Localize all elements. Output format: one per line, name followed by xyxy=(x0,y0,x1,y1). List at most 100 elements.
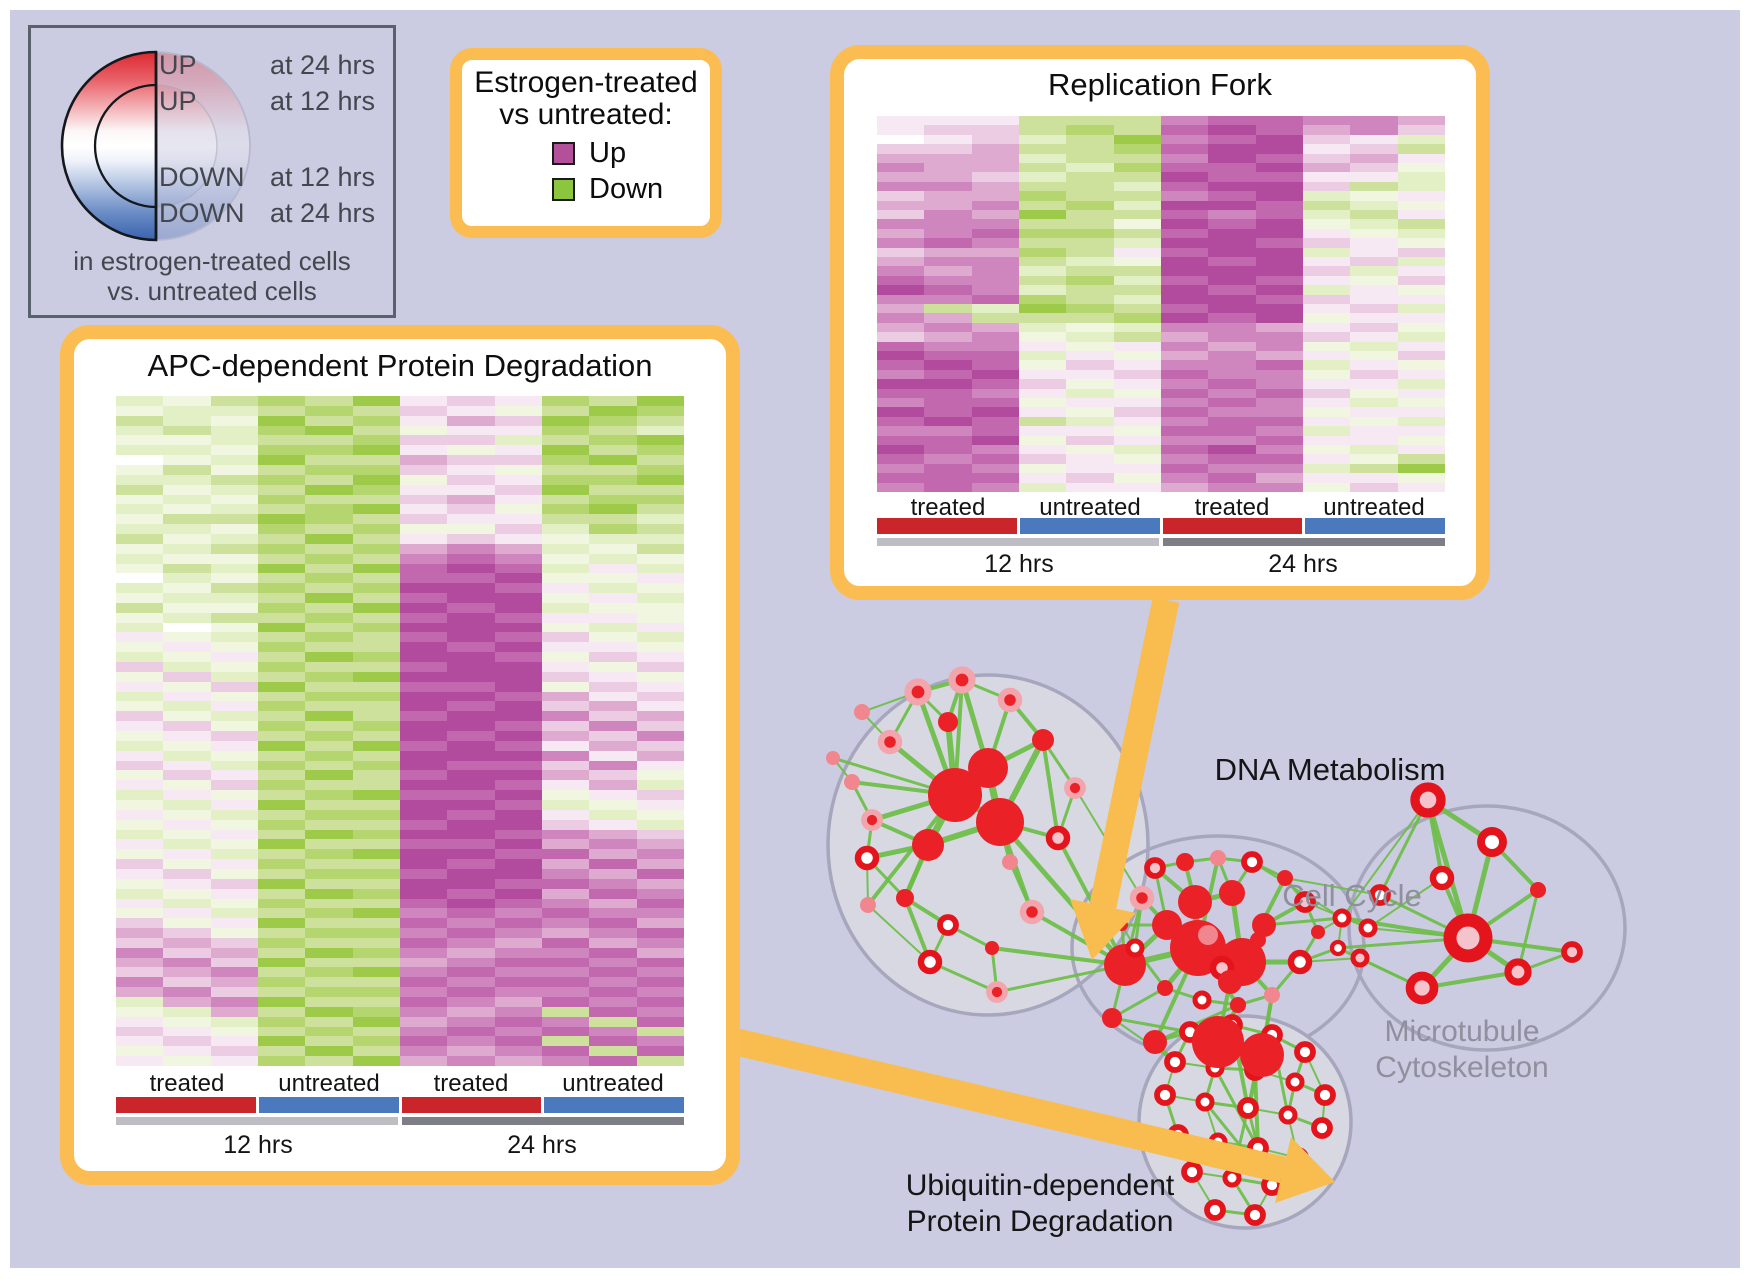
network-node-s xyxy=(1116,919,1128,931)
network-node-rp xyxy=(1144,857,1166,879)
legend-word: UP xyxy=(159,86,197,116)
network-node-s xyxy=(1152,910,1182,940)
network-node-ps xyxy=(1198,925,1218,945)
network-node-rw xyxy=(1329,939,1347,957)
network-node-s xyxy=(1218,970,1242,994)
network-node-rw xyxy=(1294,1041,1316,1063)
network-node-s xyxy=(1178,885,1212,919)
ubiquitin-line1: Ubiquitin-dependent xyxy=(905,1169,1175,1202)
network-node-s xyxy=(1102,1008,1122,1028)
group-bar xyxy=(1162,518,1303,534)
network-node-rw xyxy=(1314,1084,1336,1106)
hour-label: 12 hrs xyxy=(984,550,1054,578)
hour-bar xyxy=(402,1117,684,1125)
group-bar xyxy=(1019,518,1160,534)
network-node-s xyxy=(1157,980,1173,996)
network-node-pr xyxy=(904,678,932,706)
network-node-rw xyxy=(1125,938,1145,958)
network-node-rw xyxy=(1237,1097,1259,1119)
network-node-s xyxy=(1250,932,1266,948)
network-node-rw xyxy=(1332,908,1352,928)
panel-title-apc-degradation: APC-dependent Protein Degradation xyxy=(147,348,653,383)
network-node-s xyxy=(1252,913,1276,937)
network-node-rw xyxy=(1241,851,1263,873)
hour-label: 24 hrs xyxy=(507,1131,577,1159)
group-label: treated xyxy=(1194,494,1270,521)
network-node-rw xyxy=(1287,949,1313,975)
network-node-s xyxy=(938,712,958,732)
apc-degradation-panel: APC-dependent Protein Degradation treate… xyxy=(60,325,740,1185)
cluster-label-dna-metabolism: DNA Metabolism xyxy=(1214,752,1446,787)
group-label: treated xyxy=(433,1070,509,1097)
network-node-rw xyxy=(1204,1199,1226,1221)
hour-label: 24 hrs xyxy=(1268,550,1338,578)
network-node-rp xyxy=(1443,913,1493,963)
replication-fork-group-labels: treated untreated treated untreated xyxy=(877,494,1445,521)
legend-row-up-24: UP at 24 hrs xyxy=(159,50,375,80)
network-edge xyxy=(1341,799,1429,919)
hour-bar xyxy=(877,538,1159,546)
network-node-rp xyxy=(1561,941,1583,963)
network-node-s xyxy=(1277,870,1293,886)
network-edge xyxy=(1367,877,1443,929)
network-node-rw xyxy=(1195,1092,1215,1112)
group-bar xyxy=(401,1097,542,1113)
down-label: Down xyxy=(589,172,664,205)
network-node-s xyxy=(1143,1030,1167,1054)
network-node-rw xyxy=(854,845,880,871)
network-node-rw xyxy=(1429,865,1455,891)
network-node-s xyxy=(976,798,1024,846)
network-node-s xyxy=(1530,882,1546,898)
legend-word: DOWN xyxy=(159,162,245,192)
legend-word: DOWN xyxy=(159,198,245,228)
legend-row-down-24: DOWN at 24 hrs xyxy=(159,198,375,228)
network-node-rw xyxy=(1369,884,1391,906)
network-node-ps xyxy=(1002,854,1018,870)
network-node-rw xyxy=(1261,1174,1283,1196)
network-node-rw xyxy=(1285,1072,1305,1092)
network-node-rp xyxy=(1294,891,1316,913)
updown-gradient-circles xyxy=(60,50,251,242)
legend-caption-line2: vs. untreated cells xyxy=(107,276,317,306)
network-node-pr xyxy=(986,981,1008,1003)
legend-time: at 24 hrs xyxy=(269,198,375,228)
network-node-rw xyxy=(1477,827,1507,857)
network-node-s xyxy=(928,768,982,822)
estrogen-key-item-down: Down xyxy=(462,172,710,205)
panel-title-replication-fork: Replication Fork xyxy=(1048,67,1272,102)
network-node-rp xyxy=(1504,958,1532,986)
legend-time: at 24 hrs xyxy=(269,50,375,80)
network-node-pr xyxy=(1019,899,1045,925)
network-node-rw xyxy=(917,949,943,975)
network-edge xyxy=(990,946,1127,967)
network-node-pr xyxy=(1064,777,1086,799)
network-node-ps xyxy=(1210,850,1226,866)
cluster-label-cell-cycle: Cell Cycle xyxy=(1282,878,1422,913)
network-node-pr xyxy=(997,687,1023,713)
network-node-rp xyxy=(1350,948,1370,968)
legend-caption-line1: in estrogen-treated cells xyxy=(73,246,351,276)
network-node-rw xyxy=(1311,1117,1333,1139)
network-edge xyxy=(867,904,931,963)
network-node-pr xyxy=(1129,885,1155,911)
microtubule-line1: Microtubule xyxy=(1384,1015,1540,1048)
group-label: untreated xyxy=(1323,494,1425,521)
network-node-s xyxy=(1240,1033,1284,1077)
network-node-ps xyxy=(844,774,860,790)
estrogen-key-title-line1: Estrogen-treated xyxy=(474,66,698,99)
hour-bar xyxy=(1163,538,1445,546)
legend-row-down-12: DOWN at 12 hrs xyxy=(159,162,375,192)
group-bar xyxy=(258,1097,399,1113)
estrogen-key-box: Estrogen-treated vs untreated: Up Down xyxy=(450,48,722,238)
hour-bar xyxy=(116,1117,398,1125)
network-edge xyxy=(1378,798,1430,897)
apc-group-labels: treated untreated treated untreated xyxy=(116,1070,684,1097)
hour-label: 12 hrs xyxy=(223,1131,293,1159)
legend-time: at 12 hrs xyxy=(269,86,375,116)
network-node-pr xyxy=(861,809,883,831)
replication-fork-heatmap xyxy=(877,116,1445,492)
network-node-ps xyxy=(1264,987,1280,1003)
apc-group-bars xyxy=(116,1097,684,1113)
network-node-pr xyxy=(877,729,903,755)
network-node-s xyxy=(1176,853,1194,871)
